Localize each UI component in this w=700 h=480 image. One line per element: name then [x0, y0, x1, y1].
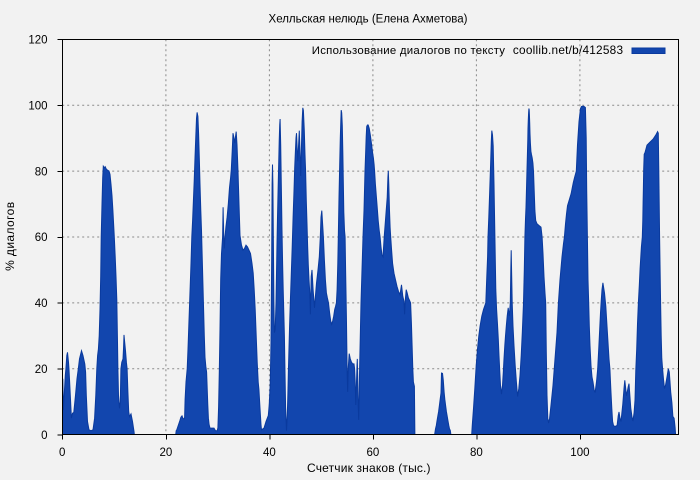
svg-text:40: 40: [263, 447, 276, 459]
svg-text:80: 80: [470, 447, 483, 459]
svg-text:120: 120: [28, 35, 47, 47]
svg-text:0: 0: [41, 430, 47, 442]
svg-text:coollib.net/b/412583: coollib.net/b/412583: [513, 43, 624, 57]
svg-text:40: 40: [35, 298, 48, 310]
svg-text:Использование диалогов по текс: Использование диалогов по тексту: [312, 45, 505, 57]
svg-text:60: 60: [367, 447, 380, 459]
svg-text:0: 0: [59, 447, 65, 459]
svg-text:100: 100: [28, 100, 47, 112]
svg-text:% диалогов: % диалогов: [3, 202, 17, 271]
svg-text:20: 20: [35, 364, 48, 376]
svg-text:80: 80: [35, 166, 48, 178]
svg-text:Хелльская нелюдь (Елена Ахмето: Хелльская нелюдь (Елена Ахметова): [269, 14, 468, 26]
svg-text:60: 60: [35, 232, 48, 244]
svg-text:Счетчик знаков (тыс.): Счетчик знаков (тыс.): [307, 461, 431, 475]
svg-text:100: 100: [570, 447, 589, 459]
svg-text:20: 20: [160, 447, 173, 459]
